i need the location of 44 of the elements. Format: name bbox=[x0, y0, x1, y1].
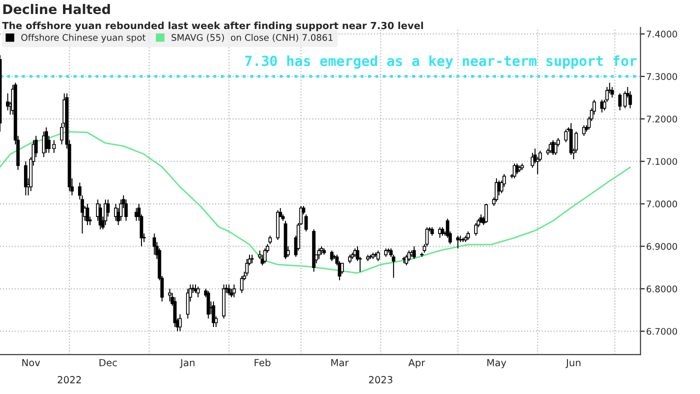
candlestick bbox=[206, 290, 210, 319]
candlestick bbox=[196, 286, 200, 298]
x-tick-label: Jan bbox=[180, 359, 194, 368]
y-tick-label: 6.9000 bbox=[646, 243, 678, 250]
y-tick-label: 7.3000 bbox=[646, 73, 678, 80]
y-tick-label: 7.0000 bbox=[646, 200, 678, 208]
x-tick-label: Mar bbox=[331, 359, 349, 366]
ref-line-label: 7.30 has emerged as a key near-term support for bbox=[245, 55, 637, 69]
candlestick bbox=[494, 178, 498, 202]
candlestick bbox=[98, 203, 102, 230]
legend-label: Offshore Chinese yuan spot bbox=[21, 34, 146, 43]
text: 2022 bbox=[58, 376, 81, 384]
candlestick bbox=[152, 233, 156, 256]
candlestick bbox=[52, 140, 56, 154]
candlestick bbox=[168, 288, 172, 302]
x-tick-label: Nov bbox=[22, 359, 40, 366]
x-tick-label: Jun bbox=[566, 359, 580, 368]
line-series bbox=[0, 130, 631, 274]
chart-subtitle: The offshore yuan rebounded last week after finding support near 7.30 level bbox=[2, 22, 423, 32]
candlestick bbox=[245, 258, 249, 277]
candlestick bbox=[173, 296, 177, 328]
candlestick bbox=[186, 288, 190, 319]
x-tick-label: Dec bbox=[100, 359, 117, 366]
legend-label: SMAVG (55) on Close (CNH) 7.0861 bbox=[172, 34, 333, 42]
candlestick bbox=[474, 222, 478, 236]
x-tick-label: May bbox=[487, 359, 506, 368]
y-tick-label: 6.8000 bbox=[646, 286, 678, 292]
y-tick-label: 7.1000 bbox=[646, 158, 678, 165]
candlestick bbox=[618, 92, 622, 111]
chart-title: Decline Halted bbox=[3, 4, 110, 14]
y-tick-label: 7.4000 bbox=[646, 30, 678, 38]
candlestick bbox=[240, 276, 244, 294]
candlestick bbox=[564, 129, 568, 143]
candlestick bbox=[178, 314, 182, 332]
candlestick bbox=[554, 142, 558, 156]
y-tick-label: 6.7000 bbox=[646, 328, 678, 335]
x-tick-label: Feb bbox=[254, 358, 270, 366]
candlestick bbox=[304, 214, 308, 232]
candlestick bbox=[340, 262, 344, 274]
candlestick bbox=[484, 203, 488, 224]
y-tick-label: 7.2000 bbox=[646, 116, 678, 122]
text: 2023 bbox=[369, 376, 392, 384]
candlestick bbox=[404, 254, 408, 266]
x-tick-label: Apr bbox=[408, 359, 426, 368]
